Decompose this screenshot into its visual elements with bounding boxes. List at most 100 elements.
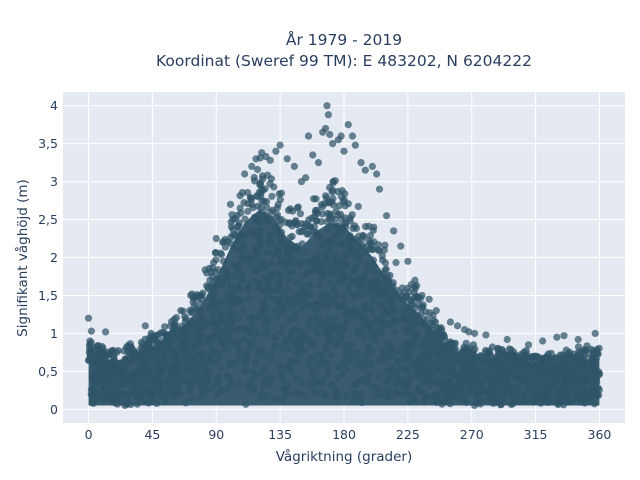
data-point <box>321 124 330 133</box>
data-point <box>240 199 248 207</box>
data-point <box>562 346 570 354</box>
point-cloud-core <box>88 210 600 406</box>
data-point <box>365 222 373 230</box>
y-tick-label: 4 <box>50 98 58 113</box>
data-point <box>380 246 388 254</box>
data-point <box>361 166 369 174</box>
x-tick-label: 0 <box>85 427 93 442</box>
chart-title: År 1979 - 2019 <box>286 30 402 49</box>
data-point <box>584 349 593 357</box>
data-point <box>351 141 359 149</box>
data-point <box>539 337 547 345</box>
data-point <box>314 159 323 167</box>
data-point <box>244 189 252 197</box>
data-point <box>227 233 235 241</box>
data-point <box>397 242 405 250</box>
data-point <box>337 193 346 201</box>
data-point <box>86 337 94 345</box>
data-point <box>241 170 249 178</box>
data-point <box>273 204 281 212</box>
data-point <box>311 212 319 220</box>
data-point <box>291 218 300 226</box>
y-tick-label: 2 <box>50 250 58 265</box>
data-point <box>368 162 376 170</box>
data-point <box>124 344 132 352</box>
data-point <box>553 333 561 341</box>
data-point <box>285 219 293 227</box>
data-point <box>340 147 348 155</box>
data-point <box>591 329 599 338</box>
data-point <box>252 155 260 163</box>
data-point <box>264 171 272 179</box>
data-point <box>161 323 169 331</box>
data-point <box>226 200 235 208</box>
data-point <box>267 208 276 216</box>
data-point <box>583 342 591 350</box>
x-tick-label: 45 <box>144 427 160 442</box>
data-point <box>446 318 455 326</box>
data-point <box>272 147 280 155</box>
data-point <box>543 352 551 360</box>
data-point <box>217 251 226 259</box>
data-point <box>296 210 304 218</box>
data-point <box>189 298 197 306</box>
data-point <box>404 257 412 265</box>
data-point <box>318 203 327 211</box>
data-point <box>357 159 365 167</box>
y-tick-label: 0 <box>50 402 58 417</box>
data-point <box>505 345 513 353</box>
x-tick-label: 360 <box>588 427 612 442</box>
x-tick-label: 315 <box>524 427 548 442</box>
data-point <box>247 194 255 202</box>
data-point <box>439 331 448 339</box>
data-point <box>268 192 276 200</box>
data-point <box>344 121 352 129</box>
data-point <box>463 345 472 354</box>
data-point <box>256 180 264 188</box>
data-point <box>263 204 271 212</box>
data-point <box>433 327 441 335</box>
data-point <box>346 214 354 222</box>
data-point <box>317 218 325 226</box>
y-tick-label: 3 <box>50 174 58 189</box>
data-point <box>187 291 195 300</box>
data-point <box>488 343 496 351</box>
y-axis-label: Signifikant våghöjd (m) <box>14 179 31 337</box>
data-points <box>84 102 604 409</box>
data-point <box>109 351 117 359</box>
data-point <box>277 216 286 224</box>
data-point <box>482 352 490 360</box>
data-point <box>283 155 291 163</box>
data-point <box>499 351 507 359</box>
data-point <box>411 276 419 284</box>
data-point <box>360 232 368 240</box>
data-point <box>198 291 206 300</box>
data-point <box>352 224 360 232</box>
data-point <box>552 354 560 362</box>
data-point <box>334 188 342 196</box>
data-point <box>373 170 381 178</box>
data-point <box>84 314 93 322</box>
data-point <box>329 179 337 187</box>
data-point <box>99 344 107 352</box>
data-point <box>207 268 215 276</box>
data-point <box>521 354 529 362</box>
data-point <box>415 300 423 308</box>
data-point <box>410 283 419 291</box>
data-point <box>392 259 400 267</box>
x-axis-ticks: 0 45 90 135 180 225 270 315 360 <box>85 427 612 442</box>
data-point <box>248 162 256 170</box>
data-point <box>560 332 568 340</box>
data-point <box>374 241 382 249</box>
data-point <box>565 354 573 362</box>
data-point <box>375 185 384 193</box>
data-point <box>219 238 227 246</box>
y-tick-label: 0,5 <box>38 364 58 379</box>
x-tick-label: 180 <box>332 427 356 442</box>
data-point <box>257 203 265 211</box>
data-point <box>430 317 438 325</box>
data-point <box>172 314 180 322</box>
data-point <box>425 295 433 303</box>
data-point <box>453 322 462 330</box>
